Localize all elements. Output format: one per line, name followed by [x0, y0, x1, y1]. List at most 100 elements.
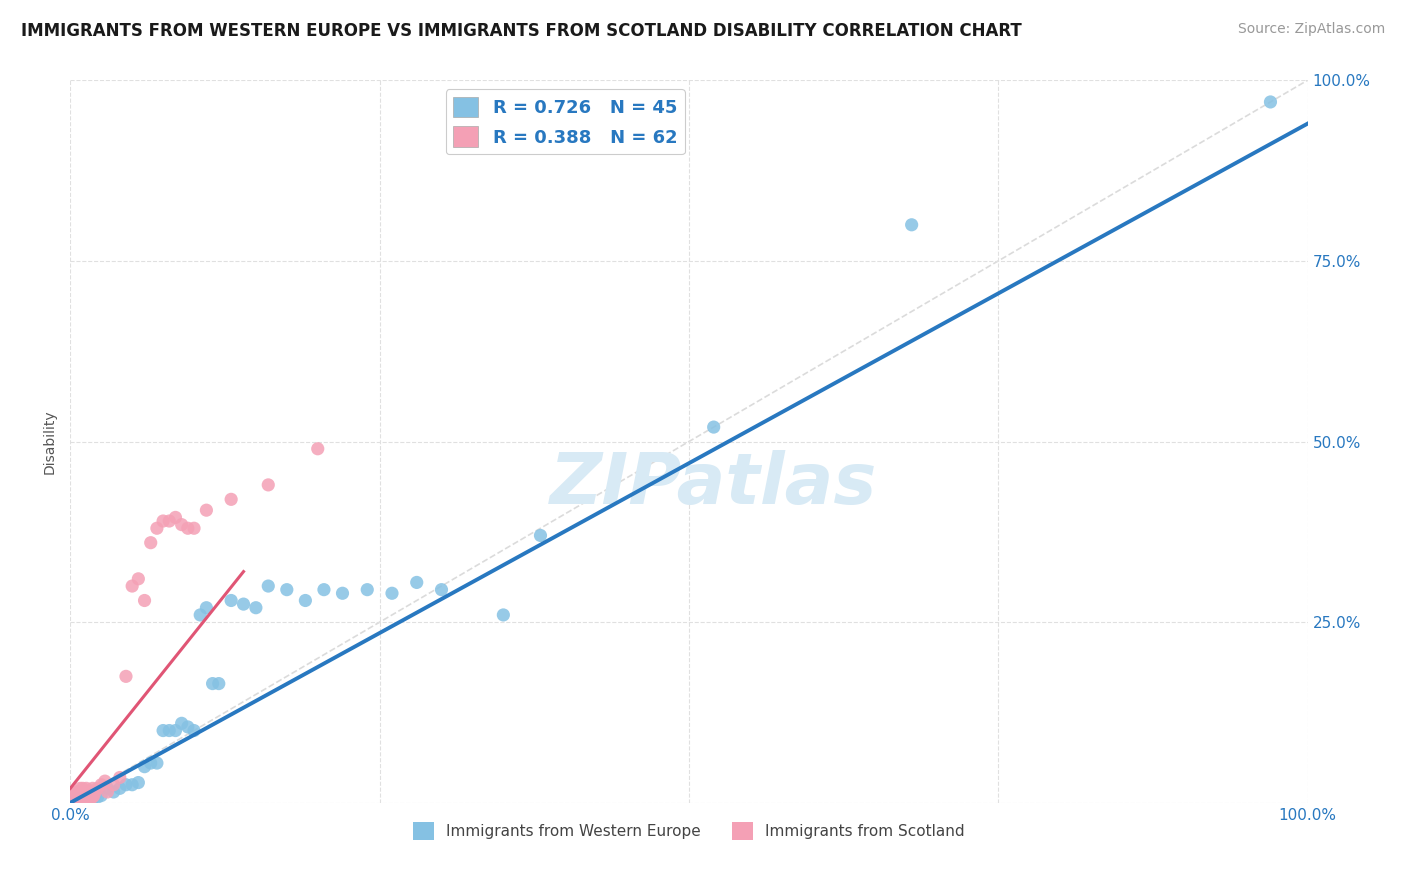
Point — [127, 775, 149, 789]
Point — [96, 781, 118, 796]
Point — [73, 785, 96, 799]
Point — [75, 792, 97, 806]
Legend: Immigrants from Western Europe, Immigrants from Scotland: Immigrants from Western Europe, Immigran… — [406, 816, 972, 846]
Point — [65, 789, 87, 803]
Point — [90, 789, 112, 803]
Point — [63, 792, 86, 806]
Point — [84, 789, 107, 803]
Point — [67, 792, 90, 806]
Point — [62, 792, 84, 806]
Point — [703, 420, 725, 434]
Point — [79, 792, 101, 806]
Point — [188, 607, 211, 622]
Point — [76, 790, 98, 805]
Point — [84, 785, 107, 799]
Point — [170, 716, 193, 731]
Point — [405, 575, 427, 590]
Point — [62, 790, 84, 805]
Point — [177, 521, 200, 535]
Point — [219, 593, 242, 607]
Point — [157, 723, 180, 738]
Point — [121, 778, 143, 792]
Point — [165, 723, 187, 738]
Point — [103, 785, 125, 799]
Point — [77, 789, 100, 803]
Point — [146, 521, 169, 535]
Point — [67, 789, 90, 803]
Point — [86, 781, 108, 796]
Point — [75, 785, 97, 799]
Point — [146, 756, 169, 770]
Point — [96, 785, 118, 799]
Point — [72, 792, 94, 806]
Point — [86, 790, 108, 805]
Point — [79, 785, 101, 799]
Point — [139, 756, 162, 770]
Point — [201, 676, 224, 690]
Point — [66, 785, 89, 799]
Point — [257, 579, 280, 593]
Point — [257, 478, 280, 492]
Point — [65, 792, 87, 806]
Point — [152, 514, 174, 528]
Point — [69, 789, 91, 803]
Point — [77, 789, 100, 803]
Point — [232, 597, 254, 611]
Point — [65, 792, 87, 806]
Point — [75, 781, 97, 796]
Y-axis label: Disability: Disability — [44, 409, 58, 474]
Point — [72, 792, 94, 806]
Point — [307, 442, 329, 456]
Point — [165, 510, 187, 524]
Point — [115, 778, 138, 792]
Point — [115, 669, 138, 683]
Point — [63, 789, 86, 803]
Point — [94, 774, 117, 789]
Point — [82, 781, 104, 796]
Text: IMMIGRANTS FROM WESTERN EUROPE VS IMMIGRANTS FROM SCOTLAND DISABILITY CORRELATIO: IMMIGRANTS FROM WESTERN EUROPE VS IMMIGR… — [21, 22, 1022, 40]
Point — [69, 792, 91, 806]
Point — [294, 593, 316, 607]
Point — [356, 582, 378, 597]
Point — [430, 582, 453, 597]
Point — [492, 607, 515, 622]
Point — [134, 760, 156, 774]
Point — [276, 582, 298, 597]
Point — [332, 586, 354, 600]
Point — [82, 790, 104, 805]
Point — [208, 676, 231, 690]
Point — [70, 785, 93, 799]
Point — [72, 789, 94, 803]
Point — [82, 792, 104, 806]
Point — [80, 789, 103, 803]
Point — [529, 528, 551, 542]
Point — [67, 785, 90, 799]
Point — [134, 593, 156, 607]
Point — [65, 790, 87, 805]
Point — [65, 792, 87, 806]
Point — [1260, 95, 1282, 109]
Point — [152, 723, 174, 738]
Point — [900, 218, 922, 232]
Point — [219, 492, 242, 507]
Point — [139, 535, 162, 549]
Point — [66, 792, 89, 806]
Point — [66, 789, 89, 803]
Point — [70, 790, 93, 805]
Point — [108, 781, 131, 796]
Point — [157, 514, 180, 528]
Point — [77, 785, 100, 799]
Point — [83, 789, 105, 803]
Point — [65, 787, 87, 801]
Point — [121, 579, 143, 593]
Point — [108, 771, 131, 785]
Point — [312, 582, 335, 597]
Point — [183, 723, 205, 738]
Point — [65, 785, 87, 799]
Point — [69, 792, 91, 806]
Point — [69, 781, 91, 796]
Text: ZIPatlas: ZIPatlas — [550, 450, 877, 519]
Point — [127, 572, 149, 586]
Point — [170, 517, 193, 532]
Point — [195, 503, 218, 517]
